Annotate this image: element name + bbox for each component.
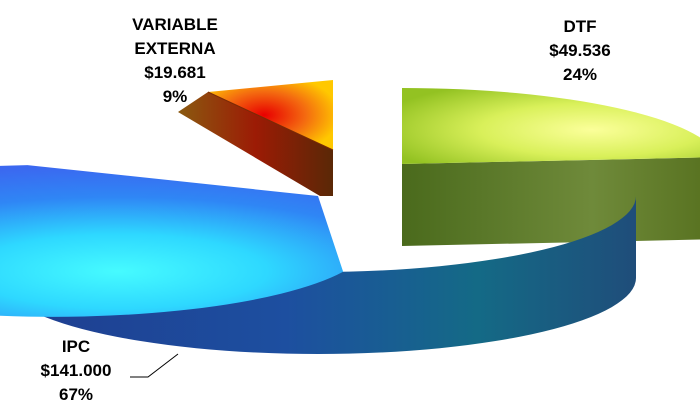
slice-value-ipc: $141.000 (41, 361, 112, 380)
slice-percent-ipc: 67% (59, 385, 93, 404)
slices-layer (0, 80, 700, 354)
pie-label-variable-externa: VARIABLE EXTERNA $19.681 9% (132, 15, 218, 106)
slice-name-dtf: DTF (563, 17, 596, 36)
slice-percent-dtf: 24% (563, 65, 597, 84)
leader-line-ipc (130, 353, 179, 378)
pie-slice-variable-externa (178, 80, 334, 196)
slice-name-ipc: IPC (62, 337, 90, 356)
labels-layer: IPC $141.000 67% DTF $49.536 24% VARIABLE EXTER… (41, 15, 611, 404)
slice-name-variable-externa-line-2: EXTERNA (134, 39, 215, 58)
slice-percent-variable-externa: 9% (163, 87, 188, 106)
slice-name-variable-externa-line-1: VARIABLE (132, 15, 218, 34)
pie-label-ipc: IPC $141.000 67% (41, 337, 112, 404)
pie-slice-ipc (0, 165, 636, 354)
pie-slice-dtf (402, 88, 700, 246)
pie-label-dtf: DTF $49.536 24% (549, 17, 610, 84)
slice-value-dtf: $49.536 (549, 41, 610, 60)
slice-value-variable-externa: $19.681 (144, 63, 205, 82)
